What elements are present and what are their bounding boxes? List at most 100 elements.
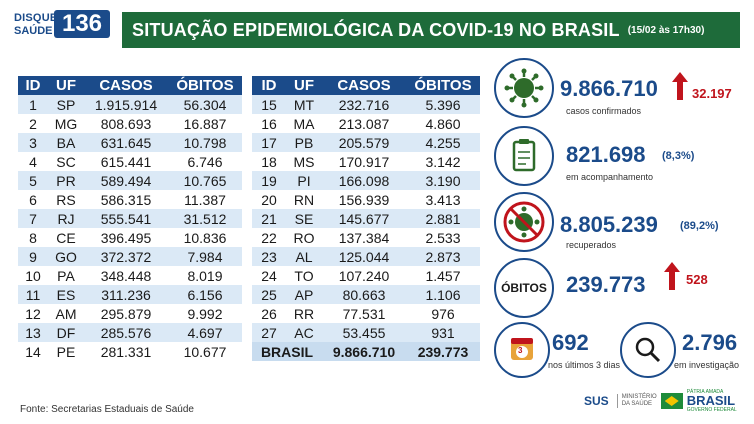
row-uf: AL (286, 247, 322, 266)
row-uf: SP (48, 95, 84, 114)
row-id: 16 (252, 114, 286, 133)
row-id: 8 (18, 228, 48, 247)
row-id: 24 (252, 266, 286, 285)
row-id: 10 (18, 266, 48, 285)
row-id: 12 (18, 304, 48, 323)
table-row: 4 SC 615.441 6.746 (18, 152, 242, 171)
table-row: 22 RO 137.384 2.533 (252, 228, 480, 247)
row-casos: 615.441 (84, 152, 168, 171)
header-obitos: ÓBITOS (168, 76, 242, 95)
investigation-value: 2.796 (682, 330, 738, 355)
row-id: 22 (252, 228, 286, 247)
header-id: ID (252, 76, 286, 95)
virus-icon (494, 58, 554, 118)
row-uf: MT (286, 95, 322, 114)
logo-line1: DISQUE (14, 12, 58, 24)
page-title: SITUAÇÃO EPIDEMIOLÓGICA DA COVID-19 NO B… (132, 19, 620, 40)
table-row: 16 MA 213.087 4.860 (252, 114, 480, 133)
row-obitos: 7.984 (168, 247, 242, 266)
row-obitos: 10.836 (168, 228, 242, 247)
row-uf: ES (48, 285, 84, 304)
recovered-value: 8.805.239 (560, 212, 658, 237)
table-row: 10 PA 348.448 8.019 (18, 266, 242, 285)
deaths-badge: ÓBITOS (494, 258, 554, 318)
footer-logos: SUS MINISTÉRIO DA SAÚDE PÁTRIA AMADA BRA… (584, 388, 737, 414)
row-obitos: 11.387 (168, 190, 242, 209)
row-obitos: 16.887 (168, 114, 242, 133)
row-casos: 372.372 (84, 247, 168, 266)
states-table-left: ID UF CASOS ÓBITOS 1 SP 1.915.914 56.304 2 MG… (18, 76, 242, 361)
source-note: Fonte: Secretarias Estaduais de Saúde (20, 404, 194, 415)
row-id: 19 (252, 171, 286, 190)
table-row: 2 MG 808.693 16.887 (18, 114, 242, 133)
row-casos: 348.448 (84, 266, 168, 285)
row-uf: SE (286, 209, 322, 228)
row-obitos: 5.396 (406, 95, 480, 114)
table-row: 15 MT 232.716 5.396 (252, 95, 480, 114)
row-obitos: 6.746 (168, 152, 242, 171)
row-uf: PB (286, 133, 322, 152)
row-obitos: 2.533 (406, 228, 480, 247)
up-arrow-icon (664, 262, 680, 290)
row-obitos: 56.304 (168, 95, 242, 114)
row-obitos: 9.992 (168, 304, 242, 323)
brasil-total-row: BRASIL 9.866.710 239.773 (252, 342, 480, 361)
row-id: 2 (18, 114, 48, 133)
row-id: 17 (252, 133, 286, 152)
row-casos: 281.331 (84, 342, 168, 361)
row-casos: 589.494 (84, 171, 168, 190)
sus-logo: SUS (584, 394, 609, 408)
row-casos: 137.384 (322, 228, 406, 247)
table-row: 8 CE 396.495 10.836 (18, 228, 242, 247)
brasil-obitos: 239.773 (406, 342, 480, 361)
row-obitos: 10.677 (168, 342, 242, 361)
row-casos: 1.915.914 (84, 95, 168, 114)
row-obitos: 1.457 (406, 266, 480, 285)
row-uf: MA (286, 114, 322, 133)
calendar-badge: 3 (518, 346, 523, 355)
row-obitos: 10.765 (168, 171, 242, 190)
table-row: 19 PI 166.098 3.190 (252, 171, 480, 190)
row-casos: 205.579 (322, 133, 406, 152)
header-obitos: ÓBITOS (406, 76, 480, 95)
row-id: 25 (252, 285, 286, 304)
row-obitos: 8.019 (168, 266, 242, 285)
table-row: 25 AP 80.663 1.106 (252, 285, 480, 304)
table-row: 26 RR 77.531 976 (252, 304, 480, 323)
row-uf: PE (48, 342, 84, 361)
row-id: 14 (18, 342, 48, 361)
row-casos: 285.576 (84, 323, 168, 342)
clipboard-icon (494, 126, 554, 186)
row-uf: SC (48, 152, 84, 171)
table-row: 9 GO 372.372 7.984 (18, 247, 242, 266)
row-casos: 166.098 (322, 171, 406, 190)
brasil-sub: GOVERNO FEDERAL (686, 407, 737, 413)
row-uf: RR (286, 304, 322, 323)
row-uf: MG (48, 114, 84, 133)
table-row: 7 RJ 555.541 31.512 (18, 209, 242, 228)
table-row: 13 DF 285.576 4.697 (18, 323, 242, 342)
row-uf: AP (286, 285, 322, 304)
title-bar: SITUAÇÃO EPIDEMIOLÓGICA DA COVID-19 NO B… (122, 12, 740, 48)
recovered-pct: (89,2%) (680, 220, 719, 232)
row-uf: AC (286, 323, 322, 342)
calendar-icon: 3 (494, 322, 550, 378)
row-casos: 77.531 (322, 304, 406, 323)
row-id: 11 (18, 285, 48, 304)
row-id: 21 (252, 209, 286, 228)
table-row: 24 TO 107.240 1.457 (252, 266, 480, 285)
table-header-row: ID UF CASOS ÓBITOS (252, 76, 480, 95)
row-obitos: 6.156 (168, 285, 242, 304)
investigation-caption: em investigação (674, 360, 740, 370)
table-row: 21 SE 145.677 2.881 (252, 209, 480, 228)
row-uf: RS (48, 190, 84, 209)
header-casos: CASOS (84, 76, 168, 95)
row-obitos: 4.255 (406, 133, 480, 152)
row-uf: GO (48, 247, 84, 266)
row-uf: PA (48, 266, 84, 285)
row-obitos: 31.512 (168, 209, 242, 228)
header-casos: CASOS (322, 76, 406, 95)
row-casos: 586.315 (84, 190, 168, 209)
confirmed-increase: 32.197 (692, 86, 732, 101)
table-row: 17 PB 205.579 4.255 (252, 133, 480, 152)
